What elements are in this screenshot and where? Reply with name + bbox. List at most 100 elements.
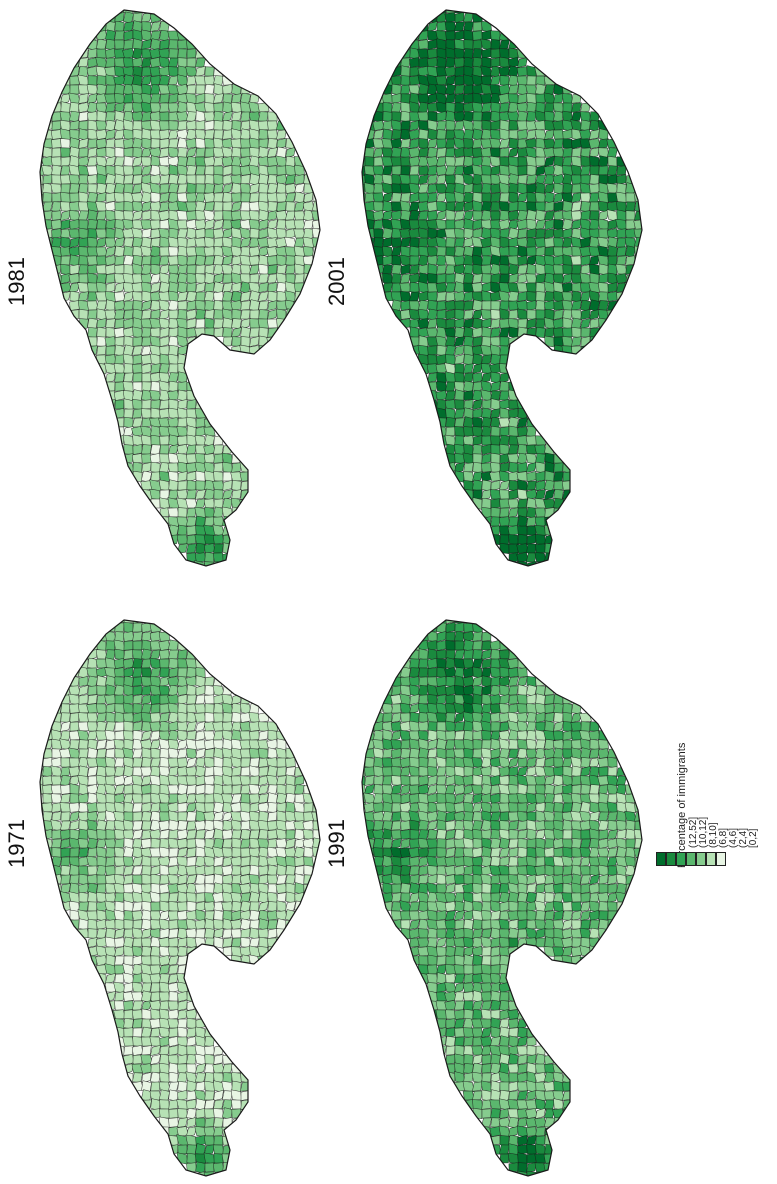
municipality-cell — [499, 453, 510, 464]
municipality-cell — [436, 928, 447, 939]
municipality-cell — [553, 138, 564, 149]
municipality-cell — [508, 389, 519, 402]
municipality-cell — [186, 111, 197, 122]
municipality-cell — [462, 847, 475, 858]
municipality-cell — [552, 147, 565, 158]
municipality-cell — [222, 712, 233, 723]
municipality-cell — [141, 865, 152, 876]
municipality-cell — [508, 820, 519, 831]
municipality-cell — [150, 353, 161, 366]
municipality-cell — [149, 119, 162, 132]
municipality-cell — [60, 720, 71, 733]
municipality-cell — [222, 129, 233, 140]
municipality-cell — [427, 783, 438, 796]
municipality-cell — [141, 408, 152, 419]
municipality-cell — [86, 910, 99, 921]
municipality-cell — [526, 712, 537, 723]
municipality-cell — [186, 444, 197, 455]
municipality-cell — [552, 900, 565, 913]
municipality-cell — [231, 93, 242, 104]
municipality-cell — [436, 775, 447, 786]
municipality-cell — [589, 801, 600, 814]
municipality-cell — [123, 658, 134, 669]
municipality-cell — [526, 901, 537, 912]
municipality-cell — [96, 138, 107, 149]
municipality-cell — [114, 856, 125, 867]
municipality-cell — [96, 865, 107, 876]
municipality-cell — [490, 462, 501, 473]
municipality-cell — [303, 856, 314, 867]
municipality-cell — [96, 703, 107, 714]
municipality-cell — [499, 75, 510, 86]
municipality-cell — [373, 793, 384, 804]
municipality-cell — [508, 739, 519, 750]
municipality-cell — [499, 811, 510, 822]
municipality-cell — [105, 48, 116, 59]
municipality-cell — [231, 201, 242, 212]
municipality-cell — [445, 730, 456, 741]
municipality-cell — [535, 174, 546, 185]
municipality-cell — [204, 802, 215, 813]
municipality-cell — [499, 264, 510, 275]
municipality-cell — [535, 534, 546, 545]
municipality-cell — [87, 272, 98, 285]
municipality-cell — [526, 471, 537, 482]
municipality-cell — [445, 209, 456, 222]
municipality-cell — [391, 93, 402, 104]
municipality-cell — [150, 945, 161, 958]
municipality-cell — [96, 210, 107, 221]
municipality-cell — [517, 426, 528, 437]
municipality-cell — [177, 1117, 188, 1128]
municipality-cell — [499, 470, 510, 483]
municipality-cell — [507, 498, 520, 509]
municipality-cell — [195, 470, 206, 483]
municipality-cell — [141, 1018, 152, 1029]
municipality-cell — [212, 1144, 225, 1155]
municipality-cell — [132, 1018, 143, 1029]
municipality-cell — [159, 399, 170, 410]
municipality-cell — [598, 874, 609, 885]
municipality-cell — [150, 865, 161, 876]
municipality-cell — [598, 811, 609, 822]
municipality-cell — [141, 111, 152, 122]
municipality-cell — [472, 327, 483, 338]
municipality-cell — [391, 784, 402, 795]
municipality-cell — [526, 246, 537, 257]
municipality-cell — [400, 192, 411, 203]
municipality-cell — [285, 201, 296, 212]
municipality-cell — [285, 255, 296, 266]
municipality-cell — [427, 658, 438, 669]
municipality-cell — [571, 892, 582, 903]
municipality-cell — [294, 856, 305, 867]
municipality-cell — [444, 21, 457, 32]
municipality-cell — [472, 399, 483, 410]
municipality-cell — [481, 910, 492, 921]
municipality-cell — [150, 461, 161, 474]
municipality-cell — [149, 273, 162, 284]
municipality-cell — [78, 183, 89, 194]
municipality-cell — [240, 318, 251, 329]
municipality-cell — [266, 192, 279, 203]
municipality-cell — [69, 909, 80, 922]
municipality-cell — [382, 237, 393, 248]
municipality-cell — [69, 291, 80, 302]
municipality-cell — [240, 1099, 251, 1110]
municipality-cell — [51, 120, 62, 131]
municipality-cell — [409, 829, 420, 840]
municipality-cell — [204, 1117, 215, 1128]
municipality-cell — [78, 694, 89, 705]
municipality-cell — [231, 937, 242, 948]
municipality-cell — [50, 793, 63, 804]
municipality-cell — [257, 900, 270, 913]
municipality-cell — [186, 156, 197, 167]
municipality-cell — [544, 1099, 555, 1110]
municipality-cell — [408, 765, 421, 778]
municipality-cell — [159, 676, 170, 687]
municipality-cell — [535, 846, 546, 859]
municipality-cell — [249, 192, 260, 203]
municipality-cell — [490, 444, 501, 455]
municipality-cell — [285, 183, 296, 194]
municipality-cell — [516, 793, 529, 804]
municipality-cell — [105, 856, 116, 867]
municipality-cell — [445, 775, 456, 786]
